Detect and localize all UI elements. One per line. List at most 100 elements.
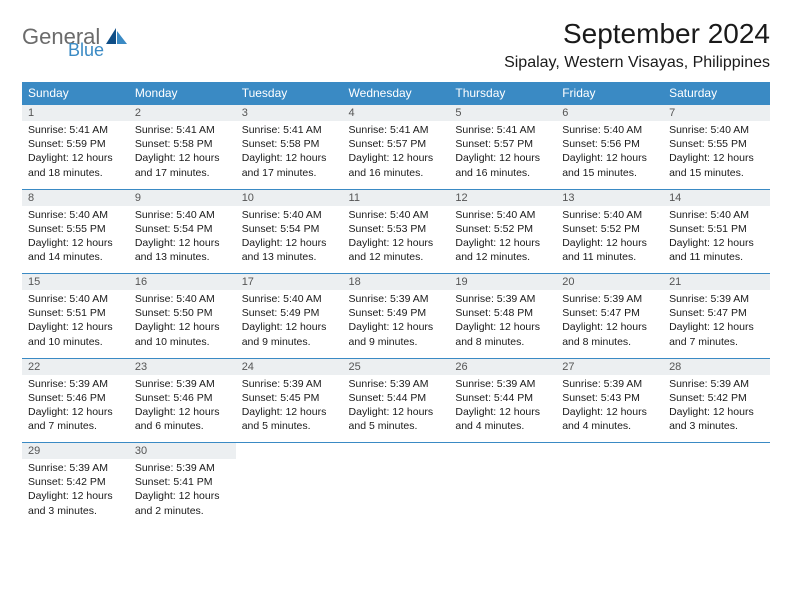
day-number-row: 1234567 — [22, 105, 770, 122]
day-body-cell: Sunrise: 5:40 AMSunset: 5:49 PMDaylight:… — [236, 290, 343, 358]
day-number-cell: 22 — [22, 358, 129, 375]
day-body-cell: Sunrise: 5:40 AMSunset: 5:52 PMDaylight:… — [556, 206, 663, 274]
day-body-row: Sunrise: 5:39 AM Sunset: 5:46 PM Daylight:… — [22, 375, 770, 443]
daylight-label: Daylight: 12 hours and 17 minutes. — [135, 152, 220, 178]
day-body-cell: Sunrise: 5:40 AMSunset: 5:51 PMDaylight:… — [663, 206, 770, 274]
weekday-header: Sunday — [22, 82, 129, 105]
daylight-label: Daylight: 12 hours and 11 minutes. — [562, 237, 647, 263]
sunset-label: Sunset: 5:54 PM — [242, 223, 320, 235]
day-body-row: Sunrise: 5:40 AM Sunset: 5:51 PM Daylight:… — [22, 290, 770, 358]
logo-text-blue: Blue — [68, 40, 104, 61]
day-body-cell: Sunrise: 5:40 AMSunset: 5:55 PMDaylight:… — [663, 121, 770, 189]
day-body-row: Sunrise: 5:40 AM Sunset: 5:55 PM Daylight:… — [22, 206, 770, 274]
sunrise-label: Sunrise: 5:40 AM — [242, 209, 322, 221]
sunset-label: Sunset: 5:44 PM — [349, 392, 427, 404]
daylight-label: Daylight: 12 hours and 4 minutes. — [562, 406, 647, 432]
daylight-label: Daylight: 12 hours and 16 minutes. — [349, 152, 434, 178]
day-body-cell: Sunrise: 5:40 AMSunset: 5:54 PMDaylight:… — [236, 206, 343, 274]
day-number-cell: 30 — [129, 443, 236, 460]
sunset-label: Sunset: 5:46 PM — [135, 392, 213, 404]
weekday-header: Tuesday — [236, 82, 343, 105]
day-body-cell: Sunrise: 5:41 AMSunset: 5:58 PMDaylight:… — [236, 121, 343, 189]
weekday-header: Wednesday — [343, 82, 450, 105]
day-number-cell: 6 — [556, 105, 663, 122]
day-body-row: Sunrise: 5:39 AMSunset: 5:42 PMDaylight:… — [22, 459, 770, 527]
day-number-row: 22232425262728 — [22, 358, 770, 375]
sunset-label: Sunset: 5:52 PM — [455, 223, 533, 235]
sunrise-label: Sunrise: 5:40 AM — [669, 209, 749, 221]
sunrise-label: Sunrise: 5:40 AM — [135, 293, 215, 305]
sunrise-label: Sunrise: 5:40 AM — [349, 209, 429, 221]
sunrise-label: Sunrise: 5:40 AM — [135, 209, 215, 221]
day-body-cell: Sunrise: 5:39 AMSunset: 5:47 PMDaylight:… — [556, 290, 663, 358]
day-number-cell: 4 — [343, 105, 450, 122]
sunset-label: Sunset: 5:42 PM — [28, 476, 106, 488]
day-number-cell: 21 — [663, 274, 770, 291]
daylight-label: Daylight: 12 hours and 18 minutes. — [28, 152, 113, 178]
sunrise-label: Sunrise: 5:40 AM — [28, 209, 108, 221]
day-number-cell: 26 — [449, 358, 556, 375]
day-body-cell: Sunrise: 5:41 AM Sunset: 5:59 PM Daylight:… — [22, 121, 129, 189]
sunset-label: Sunset: 5:57 PM — [455, 138, 533, 150]
daylight-label: Daylight: 12 hours and 8 minutes. — [562, 321, 647, 347]
sunset-label: Sunset: 5:46 PM — [28, 392, 106, 404]
daylight-label: Daylight: 12 hours and 3 minutes. — [28, 490, 113, 516]
daylight-label: Daylight: 12 hours and 5 minutes. — [242, 406, 327, 432]
daylight-label: Daylight: 12 hours and 7 minutes. — [669, 321, 754, 347]
day-number-cell: 17 — [236, 274, 343, 291]
day-number-cell: 11 — [343, 189, 450, 206]
day-body-cell: Sunrise: 5:40 AMSunset: 5:56 PMDaylight:… — [556, 121, 663, 189]
sunrise-label: Sunrise: 5:39 AM — [562, 378, 642, 390]
day-body-cell: Sunrise: 5:41 AM Sunset: 5:57 PM Daylight:… — [449, 121, 556, 189]
day-body-cell: Sunrise: 5:39 AMSunset: 5:44 PMDaylight:… — [343, 375, 450, 443]
day-number-cell — [663, 443, 770, 460]
day-number-row: 891011121314 — [22, 189, 770, 206]
sunset-label: Sunset: 5:45 PM — [242, 392, 320, 404]
sunrise-label: Sunrise: 5:40 AM — [242, 293, 322, 305]
day-number-cell: 23 — [129, 358, 236, 375]
day-body-row: Sunrise: 5:41 AM Sunset: 5:59 PM Daylight:… — [22, 121, 770, 189]
sunrise-label: Sunrise: 5:41 AM — [349, 124, 429, 136]
day-body-cell: Sunrise: 5:39 AM Sunset: 5:47 PM Daylight:… — [663, 290, 770, 358]
sunrise-label: Sunrise: 5:41 AM — [28, 124, 108, 136]
day-body-cell — [663, 459, 770, 527]
sunrise-label: Sunrise: 5:39 AM — [349, 378, 429, 390]
sunset-label: Sunset: 5:53 PM — [349, 223, 427, 235]
day-number-cell: 14 — [663, 189, 770, 206]
daylight-label: Daylight: 12 hours and 9 minutes. — [242, 321, 327, 347]
logo-sail-icon — [106, 28, 128, 51]
sunset-label: Sunset: 5:44 PM — [455, 392, 533, 404]
day-number-cell: 1 — [22, 105, 129, 122]
day-number-cell: 29 — [22, 443, 129, 460]
sunrise-label: Sunrise: 5:39 AM — [669, 293, 749, 305]
day-body-cell: Sunrise: 5:40 AM Sunset: 5:54 PM Daylight:… — [129, 206, 236, 274]
sunset-label: Sunset: 5:50 PM — [135, 307, 213, 319]
daylight-label: Daylight: 12 hours and 16 minutes. — [455, 152, 540, 178]
page-subtitle: Sipalay, Western Visayas, Philippines — [504, 54, 770, 72]
day-body-cell: Sunrise: 5:39 AMSunset: 5:42 PMDaylight:… — [22, 459, 129, 527]
weekday-header: Friday — [556, 82, 663, 105]
sunset-label: Sunset: 5:54 PM — [135, 223, 213, 235]
sunset-label: Sunset: 5:47 PM — [562, 307, 640, 319]
sunset-label: Sunset: 5:48 PM — [455, 307, 533, 319]
sunrise-label: Sunrise: 5:39 AM — [349, 293, 429, 305]
day-body-cell: Sunrise: 5:40 AMSunset: 5:53 PMDaylight:… — [343, 206, 450, 274]
day-number-cell: 20 — [556, 274, 663, 291]
day-body-cell: Sunrise: 5:39 AMSunset: 5:46 PMDaylight:… — [129, 375, 236, 443]
day-number-cell: 7 — [663, 105, 770, 122]
sunset-label: Sunset: 5:47 PM — [669, 307, 747, 319]
sunset-label: Sunset: 5:55 PM — [28, 223, 106, 235]
daylight-label: Daylight: 12 hours and 14 minutes. — [28, 237, 113, 263]
sunset-label: Sunset: 5:51 PM — [28, 307, 106, 319]
sunrise-label: Sunrise: 5:39 AM — [455, 378, 535, 390]
daylight-label: Daylight: 12 hours and 13 minutes. — [135, 237, 220, 263]
sunrise-label: Sunrise: 5:39 AM — [669, 378, 749, 390]
day-body-cell: Sunrise: 5:40 AMSunset: 5:52 PMDaylight:… — [449, 206, 556, 274]
day-body-cell: Sunrise: 5:40 AMSunset: 5:50 PMDaylight:… — [129, 290, 236, 358]
day-body-cell: Sunrise: 5:39 AMSunset: 5:49 PMDaylight:… — [343, 290, 450, 358]
sunrise-label: Sunrise: 5:41 AM — [455, 124, 535, 136]
sunset-label: Sunset: 5:59 PM — [28, 138, 106, 150]
day-number-cell: 3 — [236, 105, 343, 122]
daylight-label: Daylight: 12 hours and 15 minutes. — [562, 152, 647, 178]
day-number-cell: 12 — [449, 189, 556, 206]
